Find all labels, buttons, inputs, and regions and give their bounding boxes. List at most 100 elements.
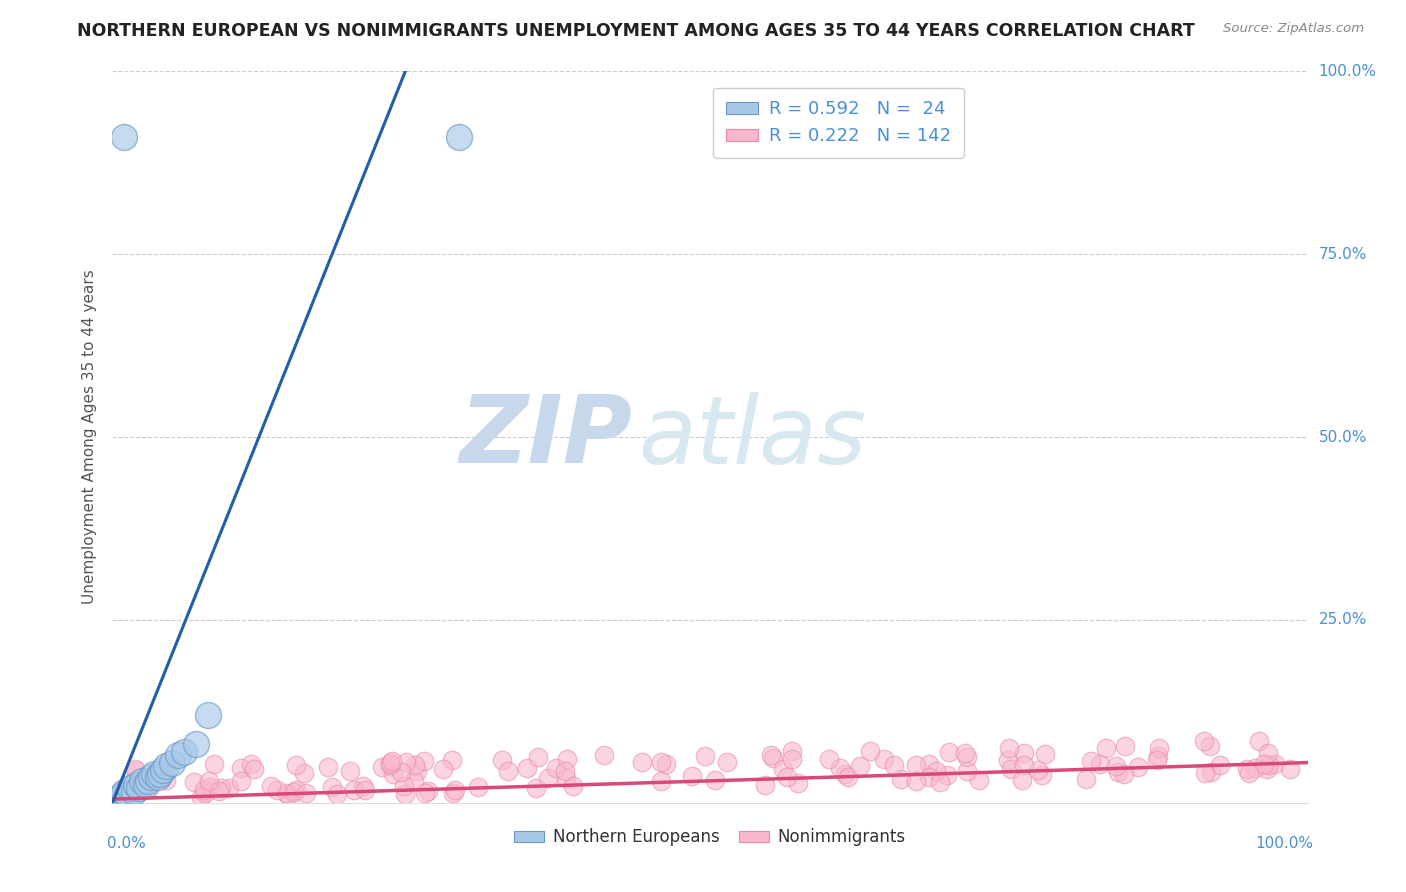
Point bbox=[837, 770, 859, 784]
Text: 100.0%: 100.0% bbox=[1319, 64, 1376, 78]
Point bbox=[762, 750, 785, 764]
Point bbox=[491, 753, 513, 767]
Point bbox=[1236, 762, 1258, 776]
Point bbox=[124, 762, 146, 776]
Point bbox=[266, 783, 288, 797]
Point bbox=[650, 756, 672, 770]
Point bbox=[925, 764, 948, 779]
Text: Source: ZipAtlas.com: Source: ZipAtlas.com bbox=[1223, 22, 1364, 36]
Point bbox=[371, 760, 394, 774]
Point bbox=[415, 786, 437, 800]
Point bbox=[1080, 754, 1102, 768]
Point bbox=[554, 764, 576, 778]
Point bbox=[381, 754, 404, 768]
Point bbox=[1239, 766, 1261, 780]
Point bbox=[1088, 757, 1111, 772]
Point bbox=[143, 766, 166, 780]
Point bbox=[129, 774, 152, 789]
Point bbox=[131, 773, 153, 788]
Point bbox=[1031, 768, 1053, 782]
Point bbox=[392, 780, 415, 794]
Point bbox=[114, 130, 135, 145]
Text: ZIP: ZIP bbox=[460, 391, 633, 483]
Legend: Northern Europeans, Nonimmigrants: Northern Europeans, Nonimmigrants bbox=[508, 822, 912, 853]
Point bbox=[1012, 757, 1035, 772]
Point bbox=[381, 766, 404, 780]
Point bbox=[1026, 763, 1049, 777]
Point bbox=[1112, 767, 1135, 781]
Point bbox=[918, 770, 941, 784]
Point bbox=[229, 774, 252, 789]
Point bbox=[190, 789, 212, 804]
Point bbox=[120, 781, 142, 796]
Point bbox=[650, 774, 672, 789]
Point bbox=[343, 783, 366, 797]
Point bbox=[193, 783, 215, 797]
Y-axis label: Unemployment Among Ages 35 to 44 years: Unemployment Among Ages 35 to 44 years bbox=[82, 269, 97, 605]
Point bbox=[1114, 739, 1136, 754]
Point bbox=[150, 768, 173, 782]
Point bbox=[146, 770, 169, 784]
Point bbox=[1257, 757, 1279, 772]
Point bbox=[173, 745, 195, 759]
Point bbox=[277, 788, 299, 802]
Point bbox=[155, 759, 177, 773]
Point bbox=[122, 785, 145, 799]
Point bbox=[284, 783, 307, 797]
Point bbox=[114, 785, 135, 799]
Point bbox=[546, 762, 568, 776]
Point bbox=[786, 776, 808, 790]
Point bbox=[828, 761, 851, 775]
Point bbox=[441, 786, 464, 800]
Point bbox=[209, 781, 232, 796]
Point bbox=[776, 771, 799, 785]
Point bbox=[905, 758, 928, 772]
Point bbox=[389, 765, 412, 780]
Point bbox=[524, 780, 547, 795]
Point bbox=[1264, 757, 1286, 772]
Point bbox=[761, 747, 783, 762]
Point bbox=[904, 773, 927, 788]
Point bbox=[655, 756, 678, 771]
Point bbox=[1257, 746, 1279, 760]
Point bbox=[352, 779, 374, 793]
Point bbox=[242, 762, 264, 776]
Point bbox=[1247, 734, 1270, 748]
Point bbox=[183, 775, 205, 789]
Point bbox=[107, 792, 129, 806]
Point bbox=[1147, 749, 1170, 764]
Point bbox=[967, 772, 990, 787]
Text: 100.0%: 100.0% bbox=[1256, 836, 1313, 851]
Point bbox=[274, 785, 297, 799]
Point bbox=[1194, 766, 1216, 780]
Point bbox=[953, 746, 976, 760]
Point bbox=[167, 748, 190, 763]
Point bbox=[1000, 762, 1022, 776]
Point bbox=[380, 756, 402, 770]
Point bbox=[444, 783, 467, 797]
Text: 25.0%: 25.0% bbox=[1319, 613, 1367, 627]
Point bbox=[378, 758, 401, 772]
Point bbox=[152, 763, 174, 777]
Point bbox=[681, 769, 703, 783]
Point bbox=[883, 758, 905, 772]
Point bbox=[321, 780, 343, 794]
Point bbox=[1244, 761, 1267, 775]
Point bbox=[754, 778, 776, 792]
Point bbox=[780, 744, 803, 758]
Point bbox=[155, 773, 177, 788]
Point bbox=[412, 754, 434, 768]
Point bbox=[186, 737, 208, 751]
Point bbox=[153, 765, 176, 780]
Point bbox=[441, 753, 464, 767]
Point bbox=[928, 775, 950, 789]
Point bbox=[432, 762, 454, 776]
Point bbox=[295, 785, 318, 799]
Point bbox=[998, 740, 1021, 755]
Point bbox=[562, 779, 585, 793]
Point bbox=[936, 768, 959, 782]
Point bbox=[1033, 747, 1056, 761]
Point bbox=[128, 781, 150, 796]
Point bbox=[859, 744, 882, 758]
Point bbox=[197, 774, 219, 789]
